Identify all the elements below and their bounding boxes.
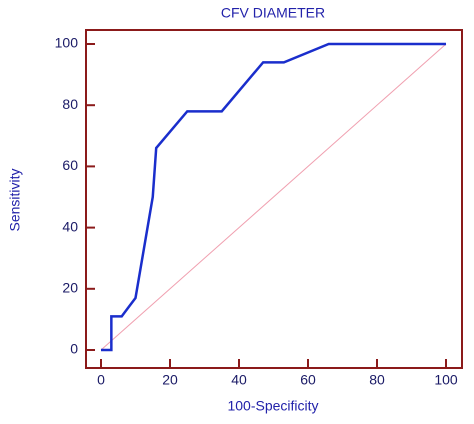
x-axis-label: 100-Specificity (227, 398, 318, 414)
x-tick-label: 60 (300, 372, 316, 388)
y-tick-label: 60 (62, 157, 78, 173)
x-tick-label: 0 (97, 372, 105, 388)
plot-frame (85, 29, 463, 369)
y-tick-label: 40 (62, 218, 78, 234)
x-tick-label: 100 (434, 372, 458, 388)
roc-curve (101, 42, 446, 352)
y-axis-label: Sensitivity (7, 168, 23, 231)
y-tick-label: 0 (70, 341, 78, 357)
x-tick-label: 40 (231, 372, 247, 388)
y-tick-label: 20 (62, 280, 78, 296)
x-tick-label: 80 (369, 372, 385, 388)
y-tick-label: 100 (55, 35, 79, 51)
y-tick-label: 80 (62, 96, 78, 112)
x-tick-label: 20 (162, 372, 178, 388)
chart-title: CFV DIAMETER (221, 5, 325, 21)
reference-line (100, 43, 447, 351)
